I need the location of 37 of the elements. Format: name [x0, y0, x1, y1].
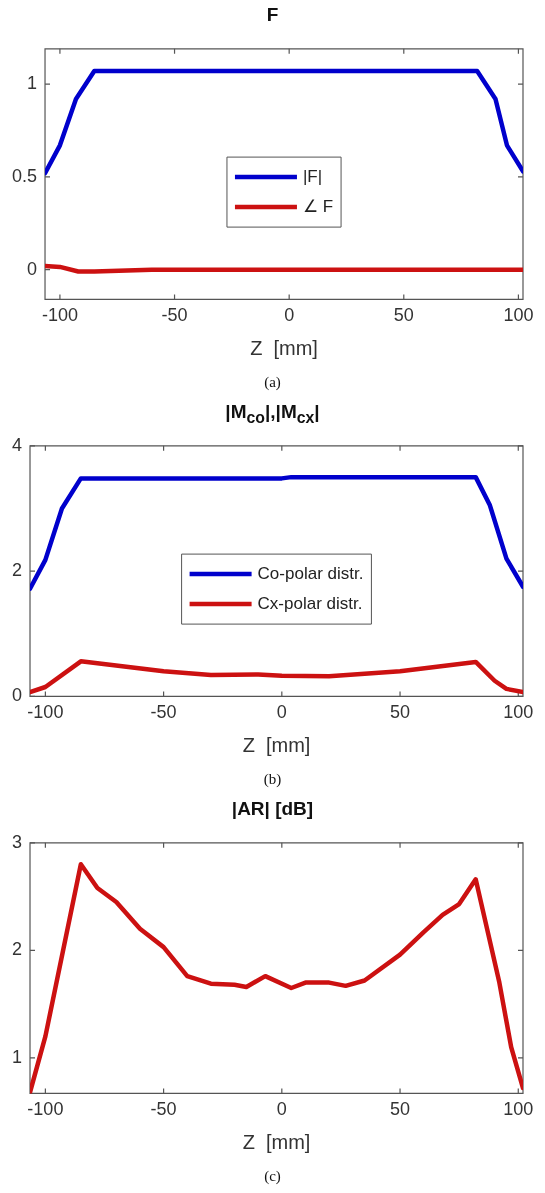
legend-label: Co-polar distr.: [257, 563, 364, 583]
y-tick-label: 4: [12, 434, 23, 455]
x-tick-label: -100: [27, 702, 64, 723]
x-tick-label: -100: [41, 305, 78, 326]
y-tick-label: 0: [12, 685, 23, 706]
text: (c): [263, 1167, 282, 1186]
x-tick-label: -50: [150, 702, 177, 723]
x-tick-label: 100: [503, 305, 534, 326]
y-tick-label: 1: [12, 1046, 23, 1067]
x-tick-label: 0: [284, 305, 295, 326]
x-tick-label: -100: [27, 1099, 64, 1120]
y-tick-label: 0: [27, 258, 38, 279]
chart-title: |M$_{co}$|,|M$_{cx}$|: [224, 400, 321, 427]
x-axis-title: Z [mm]: [242, 1130, 311, 1153]
x-axis-title: Z [mm]: [250, 336, 318, 359]
legend-label: Cx-polar distr.: [257, 593, 363, 613]
y-tick-label: 0.5: [11, 165, 38, 186]
x-tick-label: -50: [161, 305, 188, 326]
x-axis-title: Z [mm]: [242, 733, 311, 756]
chart-title: |AR| [dB]: [230, 797, 315, 821]
chart-title: F: [265, 3, 280, 27]
legend-label: ∠ F: [302, 196, 334, 216]
x-tick-label: 100: [503, 1099, 534, 1120]
y-tick-label: 1: [27, 73, 38, 94]
x-tick-label: 50: [390, 1099, 411, 1120]
y-tick-label: 2: [12, 560, 23, 581]
x-tick-label: 100: [503, 702, 534, 723]
x-tick-label: -50: [150, 1099, 177, 1120]
x-tick-label: 0: [276, 1099, 287, 1120]
legend-label: |F|: [302, 166, 323, 186]
text: (a): [263, 373, 282, 392]
x-tick-label: 50: [390, 702, 411, 723]
text: (b): [262, 770, 283, 789]
y-tick-label: 2: [12, 939, 23, 960]
x-tick-label: 0: [276, 702, 287, 723]
y-tick-label: 3: [12, 831, 23, 852]
x-tick-label: 50: [393, 305, 414, 326]
